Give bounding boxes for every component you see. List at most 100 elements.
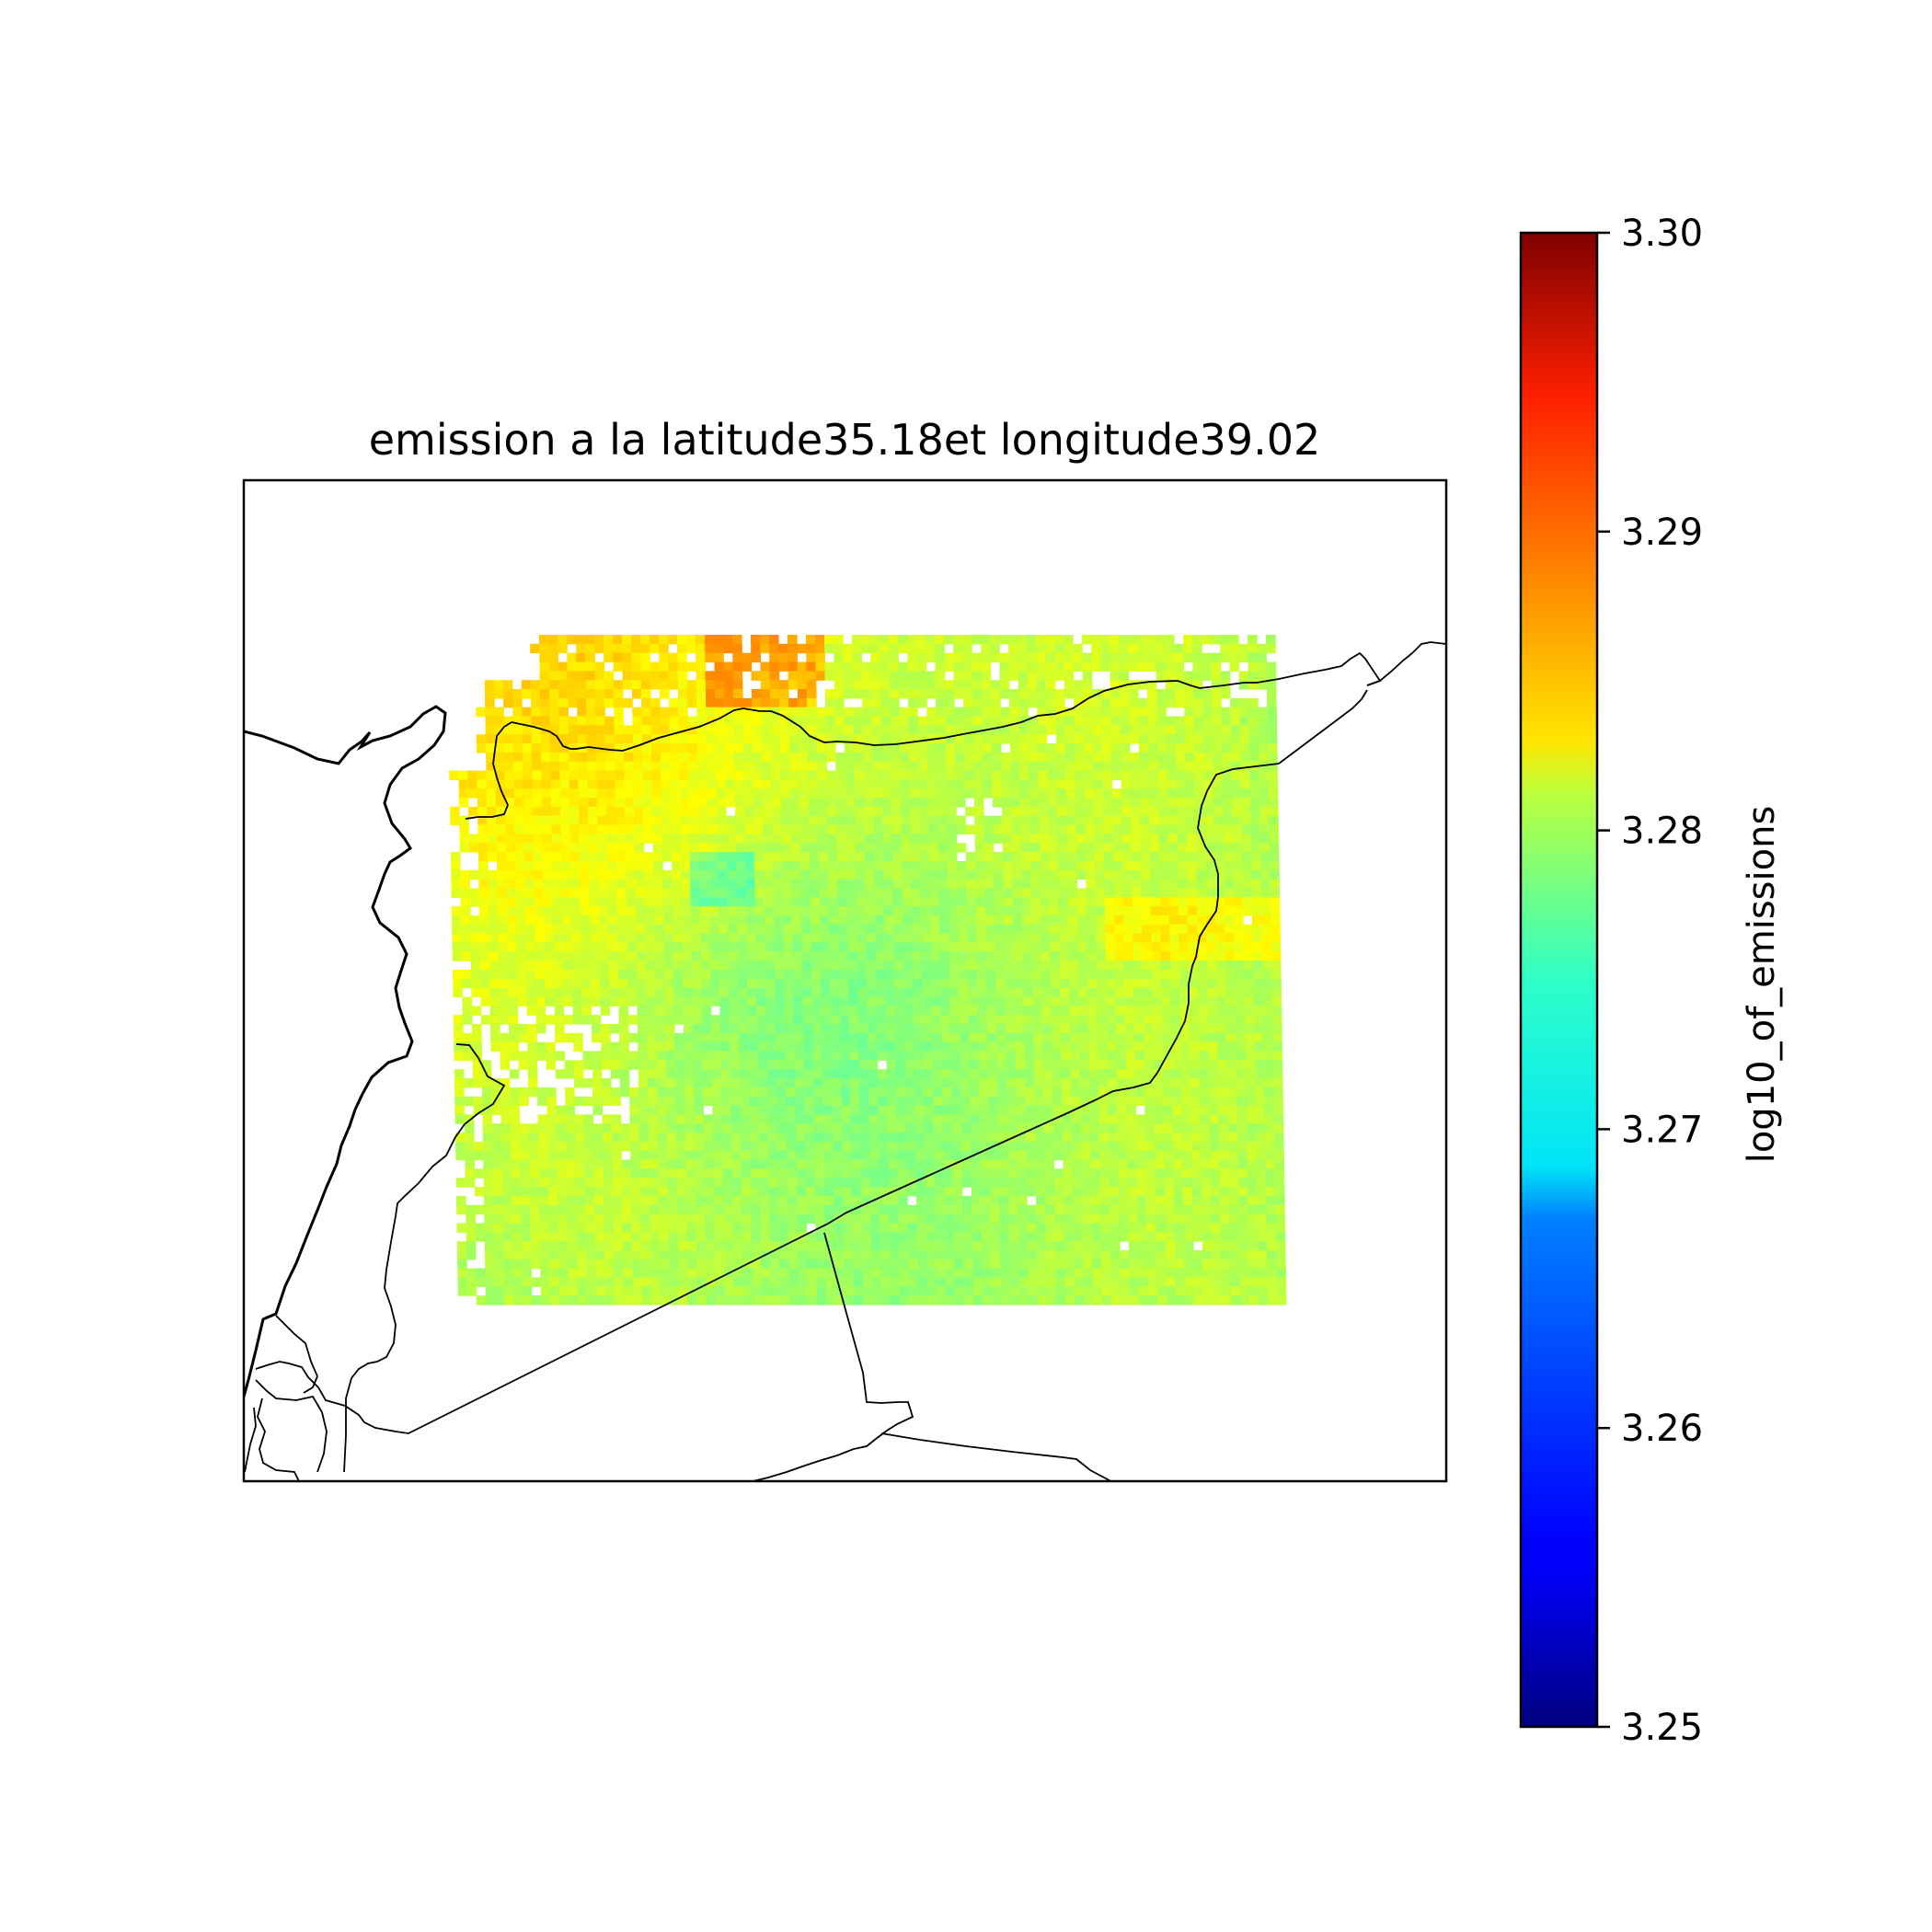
emission-cell xyxy=(518,1032,528,1043)
emission-cell xyxy=(752,734,763,744)
emission-cell xyxy=(734,761,744,772)
emission-cell xyxy=(919,834,930,844)
emission-cell xyxy=(1064,635,1074,645)
emission-cell xyxy=(1129,689,1139,699)
emission-cell xyxy=(602,1096,612,1107)
emission-cell xyxy=(513,752,523,763)
emission-cell xyxy=(1161,987,1171,998)
emission-cell xyxy=(1068,924,1078,935)
emission-cell xyxy=(557,1150,567,1161)
emission-cell xyxy=(802,970,812,980)
emission-cell xyxy=(973,770,983,780)
emission-cell xyxy=(1254,1032,1264,1043)
emission-cell xyxy=(1126,1105,1136,1115)
emission-cell xyxy=(650,697,661,708)
emission-cell xyxy=(719,915,729,926)
emission-cell xyxy=(569,824,580,834)
emission-cell xyxy=(948,906,959,916)
emission-cell xyxy=(763,852,774,862)
emission-cell xyxy=(1220,652,1230,663)
emission-cell xyxy=(891,815,902,826)
emission-cell xyxy=(1043,1105,1053,1115)
emission-cell xyxy=(524,860,535,871)
emission-cell xyxy=(1001,779,1012,789)
emission-cell xyxy=(606,806,616,817)
emission-cell xyxy=(1236,1078,1247,1088)
emission-cell xyxy=(671,806,681,817)
emission-cell xyxy=(1177,834,1188,844)
emission-cell xyxy=(796,1141,806,1152)
emission-cell xyxy=(774,951,785,961)
emission-cell xyxy=(496,843,507,853)
emission-cell xyxy=(847,924,857,935)
emission-cell xyxy=(1212,697,1222,708)
emission-cell xyxy=(849,1060,860,1070)
emission-cell xyxy=(1254,1051,1265,1061)
emission-cell xyxy=(996,1078,1007,1088)
emission-cell xyxy=(801,933,811,943)
emission-cell xyxy=(837,869,847,880)
emission-cell xyxy=(858,1041,868,1052)
emission-cell xyxy=(788,734,799,744)
emission-cell xyxy=(845,788,856,799)
emission-cell xyxy=(1169,960,1180,971)
emission-cell xyxy=(680,834,691,844)
emission-cell xyxy=(1204,815,1214,826)
emission-cell xyxy=(634,834,645,844)
emission-cell xyxy=(478,897,489,907)
emission-cell xyxy=(1225,933,1235,943)
emission-cell xyxy=(515,906,526,916)
emission-cell xyxy=(800,888,811,898)
emission-cell xyxy=(946,779,957,789)
emission-cell xyxy=(596,779,607,789)
emission-cell xyxy=(820,951,831,961)
emission-cell xyxy=(884,933,894,943)
emission-cell xyxy=(515,879,525,889)
emission-cell xyxy=(651,798,662,808)
emission-cell xyxy=(631,652,641,663)
emission-cell xyxy=(720,1060,731,1070)
emission-cell xyxy=(732,635,742,645)
emission-cell xyxy=(788,680,799,690)
emission-cell xyxy=(734,770,744,780)
emission-cell xyxy=(968,1006,979,1016)
emission-cell xyxy=(706,689,716,699)
emission-cell xyxy=(673,996,684,1006)
emission-cell xyxy=(1193,734,1204,744)
emission-cell xyxy=(1248,680,1259,690)
emission-cell xyxy=(747,970,757,980)
emission-cell xyxy=(923,1051,934,1061)
emission-cell xyxy=(774,915,784,926)
emission-cell xyxy=(627,933,637,943)
emission-cell xyxy=(1062,1105,1072,1115)
emission-cell xyxy=(875,924,885,935)
emission-cell xyxy=(951,1114,962,1124)
emission-cell xyxy=(1153,1078,1164,1088)
emission-cell xyxy=(1160,924,1170,935)
emission-cell xyxy=(473,1096,483,1107)
emission-cell xyxy=(523,852,535,862)
emission-cell xyxy=(580,906,591,916)
emission-cell xyxy=(1065,770,1075,780)
emission-cell xyxy=(553,933,563,943)
emission-cell xyxy=(665,1041,675,1052)
emission-cell xyxy=(1202,697,1213,708)
emission-cell xyxy=(1248,661,1259,672)
emission-cell xyxy=(1115,970,1125,980)
emission-cell xyxy=(1169,942,1180,952)
emission-cell xyxy=(921,951,932,961)
emission-cell xyxy=(675,1096,685,1107)
emission-cell xyxy=(1167,779,1178,789)
emission-cell xyxy=(836,815,846,826)
emission-cell xyxy=(1131,843,1142,853)
emission-cell xyxy=(1251,860,1261,871)
emission-cell xyxy=(756,996,767,1006)
emission-cell xyxy=(1023,987,1033,998)
emission-cell xyxy=(933,1114,944,1124)
emission-cell xyxy=(1041,1015,1052,1025)
emission-cell xyxy=(1083,707,1093,718)
emission-cell xyxy=(1182,1159,1192,1169)
emission-cell xyxy=(653,906,664,916)
emission-cell xyxy=(1118,1150,1128,1161)
emission-cell xyxy=(497,860,507,871)
